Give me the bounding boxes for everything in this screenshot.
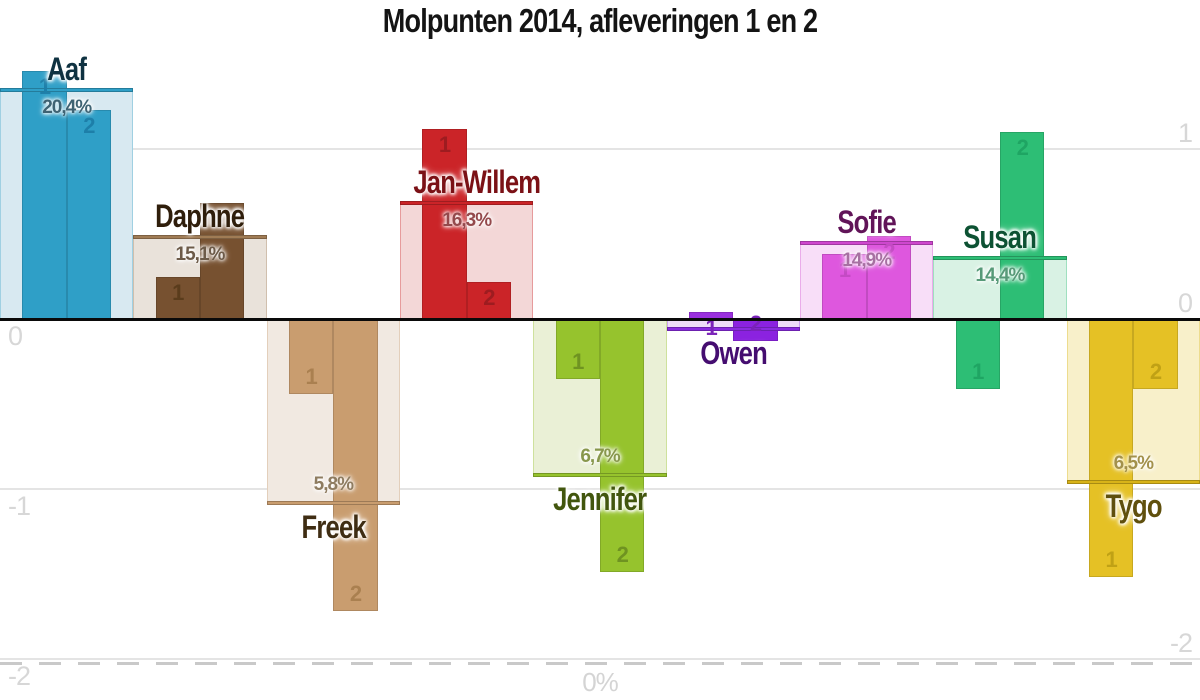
- bar-group-susan: 1 2 14,4% Susan: [933, 0, 1067, 700]
- bar-episode-1: [422, 128, 467, 319]
- bar-episode-2: [66, 109, 112, 319]
- bar-series-label-2: 2: [216, 206, 229, 232]
- candidate-name-label: Susan: [963, 218, 1038, 255]
- candidate-name-label: Tygo: [1105, 488, 1162, 525]
- bar-series-label-1: 1: [305, 363, 317, 389]
- bar-group-tygo: 1 2 6,5% Tygo: [1066, 0, 1200, 700]
- zero-axis-line: [0, 318, 1200, 321]
- bar-series-label-1: 1: [1105, 547, 1117, 573]
- axis-tick-right--2: -2: [1169, 628, 1193, 658]
- percentage-label: 20,4%: [42, 96, 92, 118]
- bar-series-label-1: 1: [572, 348, 584, 374]
- candidate-name-label: Aaf: [47, 50, 87, 87]
- bar-series-label-1: 1: [838, 257, 851, 283]
- percentage-line: [266, 500, 400, 505]
- bar-group-sofie: 1 2 14,9% Sofie: [800, 0, 934, 700]
- bar-group-freek: 1 2 5,8% Freek: [266, 0, 400, 700]
- bar-series-label-2: 2: [1016, 135, 1029, 160]
- axis-tick-left--1: -1: [8, 491, 31, 521]
- dashed-zero-percent-line: [0, 662, 1200, 666]
- axis-tick-right-1: 1: [1177, 118, 1193, 148]
- candidate-name-label: Freek: [301, 508, 366, 545]
- percentage-label: 14,9%: [842, 249, 892, 271]
- secondary-axis-zero-label: 0%: [582, 667, 619, 698]
- bar-group-jennifer: 1 2 6,7% Jennifer: [533, 0, 667, 700]
- percentage-line: [933, 255, 1067, 260]
- percentage-label: 5,8%: [313, 473, 354, 495]
- percentage-line: [400, 201, 534, 206]
- bar-series-label-1: 1: [438, 131, 451, 157]
- bar-episode-1: [955, 319, 1000, 389]
- percentage-line: [133, 235, 267, 240]
- bar-series-label-2: 2: [349, 581, 362, 607]
- percentage-label: 14,4%: [975, 264, 1026, 286]
- bar-episode-2: [999, 132, 1045, 319]
- candidate-name-label: Sofie: [837, 203, 896, 240]
- axis-tick-left--2: -2: [8, 661, 31, 691]
- percentage-line: [1066, 480, 1200, 485]
- percentage-line: [666, 327, 800, 332]
- bar-series-label-2: 2: [616, 542, 629, 568]
- bar-group-daphne: 1 2 15,1% Daphne: [133, 0, 267, 700]
- percentage-label: 6,5%: [1113, 453, 1154, 475]
- bar-group-aaf: 1 2 20,4% Aaf: [0, 0, 134, 700]
- candidate-name-label: Jan-Willem: [413, 164, 541, 201]
- chart-title: Molpunten 2014, afleveringen 1 en 2: [382, 2, 818, 39]
- bar-episode-1: [288, 319, 334, 394]
- gridline--2: [0, 658, 1200, 660]
- candidate-name-label: Owen: [700, 335, 767, 372]
- percentage-label: 15,1%: [175, 244, 226, 266]
- bar-series-label-2: 2: [1149, 358, 1162, 384]
- gridline-1: [0, 148, 1200, 150]
- percentage-label: 6,7%: [580, 446, 620, 468]
- axis-tick-left-0: 0: [8, 321, 23, 351]
- bar-episode-2: [466, 281, 512, 319]
- bar-series-label-1: 1: [38, 73, 51, 99]
- bar-series-label-1: 1: [972, 358, 984, 384]
- bar-series-label-2: 2: [83, 112, 95, 138]
- bar-episode-1: [1088, 319, 1134, 578]
- bar-group-jan-willem: 1 2 16,3% Jan-Willem: [400, 0, 541, 700]
- bar-episode-2: [866, 235, 912, 319]
- bar-series-label-2: 2: [883, 238, 895, 264]
- bar-episode-2: [333, 319, 378, 612]
- axis-tick-right-0: 0: [1177, 288, 1193, 318]
- bar-series-label-1: 1: [705, 315, 717, 341]
- bar-series-label-2: 2: [749, 311, 762, 337]
- bar-group-owen: 1 2 Owen: [666, 0, 800, 700]
- percentage-line: [800, 240, 934, 245]
- bar-series-label-1: 1: [172, 279, 184, 305]
- bar-episode-1: [822, 254, 867, 319]
- candidate-name-label: Daphne: [155, 198, 245, 235]
- percentage-line: [0, 87, 134, 92]
- percentage-label: 16,3%: [442, 210, 492, 232]
- percentage-line: [533, 473, 667, 478]
- bar-episode-1: [155, 276, 200, 319]
- bar-episode-2: [199, 203, 245, 319]
- candidate-name-label: Jennifer: [553, 481, 647, 518]
- bar-episode-1: [555, 319, 600, 379]
- bar-series-label-2: 2: [483, 284, 495, 310]
